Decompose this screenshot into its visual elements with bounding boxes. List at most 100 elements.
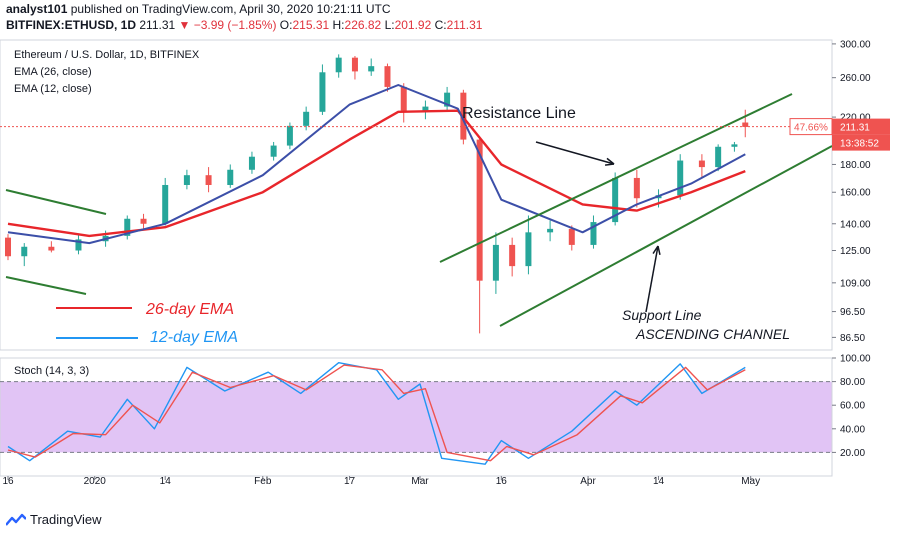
publisher-name: analyst101 <box>6 2 68 16</box>
price-tick-label: 260.00 <box>840 73 871 84</box>
resistance-arrow <box>535 141 615 165</box>
support-arrow-head <box>652 245 661 255</box>
countdown-tag-box <box>832 134 890 151</box>
price-tick-label: 109.00 <box>840 278 871 289</box>
x-tick-label: 17 <box>344 476 356 487</box>
close-value: 211.31 <box>446 18 483 32</box>
stoch-band-fill <box>0 381 832 453</box>
x-tick-label: 14 <box>653 476 665 487</box>
symbol-quote-line: BITFINEX:ETHUSD, 1D 211.31 ▼ −3.99 (−1.8… <box>6 18 482 32</box>
price-tick-label: 180.00 <box>840 160 871 171</box>
candle-body <box>444 92 451 107</box>
candle-body <box>677 160 684 196</box>
ema12-annotation: 12-day EMA <box>150 329 238 346</box>
downtrend-lower-line <box>5 276 87 295</box>
candle-body <box>5 237 11 257</box>
candle-body <box>183 175 190 185</box>
published-text: published on TradingView.com, April 30, … <box>70 2 391 16</box>
candle-body <box>384 66 391 87</box>
ema26-annotation: 26-day EMA <box>145 301 234 318</box>
last-price: 211.31 <box>139 18 176 32</box>
symbol-label: BITFINEX:ETHUSD, 1D <box>6 18 137 32</box>
candle-body <box>742 122 749 127</box>
candle-body <box>547 228 554 233</box>
candle-body <box>400 86 407 111</box>
candle-body <box>319 72 326 112</box>
candle-body <box>731 144 738 147</box>
chart-canvas[interactable]: 300.00 260.00 220.00 180.00 160.00 140.00 125.… <box>0 36 900 512</box>
candle-body <box>633 177 640 199</box>
stoch-pane-title: Stoch (14, 3, 3) <box>14 365 89 377</box>
stoch-pane-frame <box>0 357 833 477</box>
stoch-tick-label: 80.00 <box>840 377 865 388</box>
price-tick-label: 220.00 <box>840 113 871 124</box>
stoch-line-d <box>7 364 746 462</box>
candle-body <box>75 239 82 251</box>
support-arrow <box>645 245 659 313</box>
stoch-tick-label: 60.00 <box>840 401 865 412</box>
price-change: ▼ −3.99 (−1.85%) <box>178 18 277 32</box>
candle-body <box>140 218 147 224</box>
price-tick-label: 86.50 <box>840 333 865 344</box>
high-value: 226.82 <box>344 18 382 32</box>
x-tick-label: 2020 <box>84 476 107 487</box>
candle-body <box>612 177 619 223</box>
candle-body <box>124 218 131 236</box>
candle-body <box>335 57 342 73</box>
candle-body <box>368 66 375 72</box>
candle-body <box>303 111 310 126</box>
tradingview-logo[interactable]: TradingView <box>6 512 102 527</box>
x-tick-label: May <box>741 476 760 487</box>
price-tick-label: 160.00 <box>840 188 871 199</box>
candle-body <box>205 175 212 185</box>
candle-body <box>509 244 516 267</box>
candle-body <box>48 246 55 251</box>
change-tag-label: 47.66% <box>794 123 828 134</box>
x-tick-label: 16 <box>2 476 14 487</box>
ema26-line <box>7 109 746 238</box>
candle-body <box>270 145 277 157</box>
x-tick-label: Apr <box>580 476 596 487</box>
support-channel-line <box>499 145 833 327</box>
price-tick-label: 96.50 <box>840 307 865 318</box>
channel-annotation: ASCENDING CHANNEL <box>635 326 790 342</box>
stoch-line-k <box>7 362 746 465</box>
countdown-tag-label: 13:38:52 <box>840 139 879 150</box>
tradingview-mark-icon <box>6 513 26 526</box>
close-label: C: <box>434 18 447 32</box>
x-tick-label: Feb <box>254 476 272 487</box>
price-tick-label: 140.00 <box>840 219 871 230</box>
x-tick-label: 16 <box>496 476 508 487</box>
downtrend-upper-line <box>5 189 107 215</box>
candle-body <box>422 106 429 111</box>
x-tick-label: Mar <box>411 476 429 487</box>
open-label: O: <box>279 18 293 32</box>
candle-body <box>698 160 705 168</box>
candle-body <box>492 244 499 281</box>
open-value: 215.31 <box>292 18 330 32</box>
resistance-arrow-head <box>604 157 615 166</box>
publish-info: analyst101 published on TradingView.com,… <box>6 2 391 16</box>
low-value: 201.92 <box>394 18 432 32</box>
resistance-channel-line <box>439 93 793 263</box>
support-annotation: Support Line <box>622 307 702 323</box>
last-price-tag-label: 211.31 <box>840 123 870 134</box>
price-pane-title: Ethereum / U.S. Dollar, 1D, BITFINEX <box>14 49 200 61</box>
tradingview-brand-label: TradingView <box>30 512 102 527</box>
resistance-annotation: Resistance Line <box>462 105 576 122</box>
price-tick-label: 300.00 <box>840 39 871 50</box>
price-tick-label: 125.00 <box>840 246 871 257</box>
candle-body <box>21 246 28 257</box>
high-label: H: <box>332 18 345 32</box>
ema12-line <box>7 84 746 245</box>
stoch-tick-label: 40.00 <box>840 424 865 435</box>
candle-body <box>525 232 532 267</box>
ema26-legend-label: EMA (26, close) <box>14 66 92 78</box>
x-tick-label: 14 <box>160 476 172 487</box>
candle-body <box>476 139 483 281</box>
candle-body <box>248 156 255 170</box>
stoch-tick-label: 100.00 <box>840 354 871 365</box>
candle-body <box>590 222 597 245</box>
candle-body <box>568 228 575 245</box>
candle-body <box>286 125 293 146</box>
